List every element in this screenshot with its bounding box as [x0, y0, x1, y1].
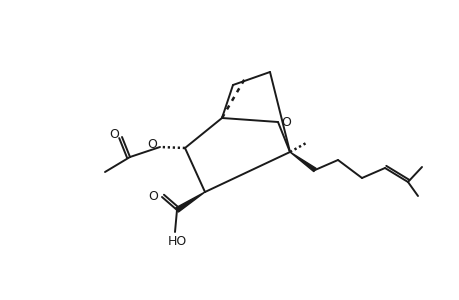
Text: O: O — [109, 128, 119, 142]
Text: O: O — [148, 190, 157, 203]
Text: O: O — [280, 116, 290, 128]
Polygon shape — [175, 192, 205, 212]
Polygon shape — [289, 152, 315, 172]
Text: O: O — [147, 139, 157, 152]
Text: HO: HO — [167, 235, 186, 248]
